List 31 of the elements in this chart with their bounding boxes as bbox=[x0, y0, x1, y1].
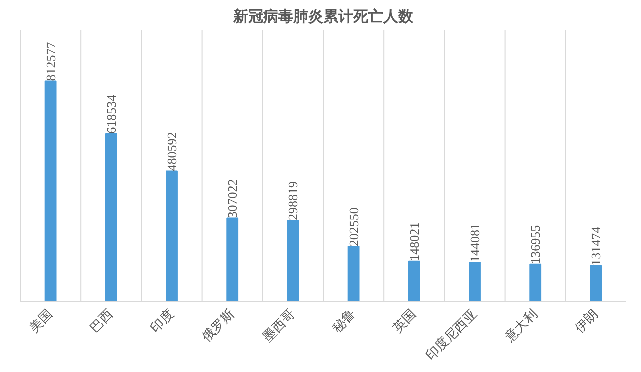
bar bbox=[590, 265, 602, 302]
x-tick-label: 美国 bbox=[26, 306, 56, 336]
x-tick-label: 俄罗斯 bbox=[200, 307, 238, 346]
data-label: 298819 bbox=[286, 182, 301, 221]
data-label: 618534 bbox=[104, 94, 119, 134]
x-tick-label: 巴西 bbox=[88, 307, 117, 336]
bar bbox=[287, 220, 300, 302]
data-label: 131474 bbox=[588, 226, 604, 266]
bar bbox=[105, 133, 118, 302]
data-label: 480592 bbox=[164, 132, 180, 172]
bar bbox=[166, 170, 178, 302]
x-tick-label: 意大利 bbox=[502, 307, 541, 346]
x-tick-label: 印度 bbox=[148, 306, 178, 336]
x-tick-label: 伊朗 bbox=[572, 306, 602, 336]
x-tick-label: 秘鲁 bbox=[330, 307, 360, 336]
data-label: 144081 bbox=[468, 223, 482, 262]
bar bbox=[226, 218, 239, 302]
data-label: 812577 bbox=[43, 42, 58, 82]
data-label: 307022 bbox=[225, 179, 240, 218]
data-label: 136955 bbox=[528, 225, 544, 264]
bar bbox=[530, 264, 542, 302]
bar bbox=[469, 262, 481, 302]
bar bbox=[44, 80, 57, 302]
bar bbox=[348, 246, 360, 302]
data-label: 148021 bbox=[406, 222, 422, 262]
x-tick-label: 墨西哥 bbox=[260, 307, 298, 346]
bar bbox=[408, 260, 420, 302]
data-label: 202550 bbox=[346, 208, 362, 247]
x-tick-label: 印度尼西亚 bbox=[423, 306, 480, 364]
x-tick-label: 英国 bbox=[390, 307, 420, 336]
chart-title: 新冠病毒肺炎累计死亡人数 bbox=[232, 8, 414, 26]
